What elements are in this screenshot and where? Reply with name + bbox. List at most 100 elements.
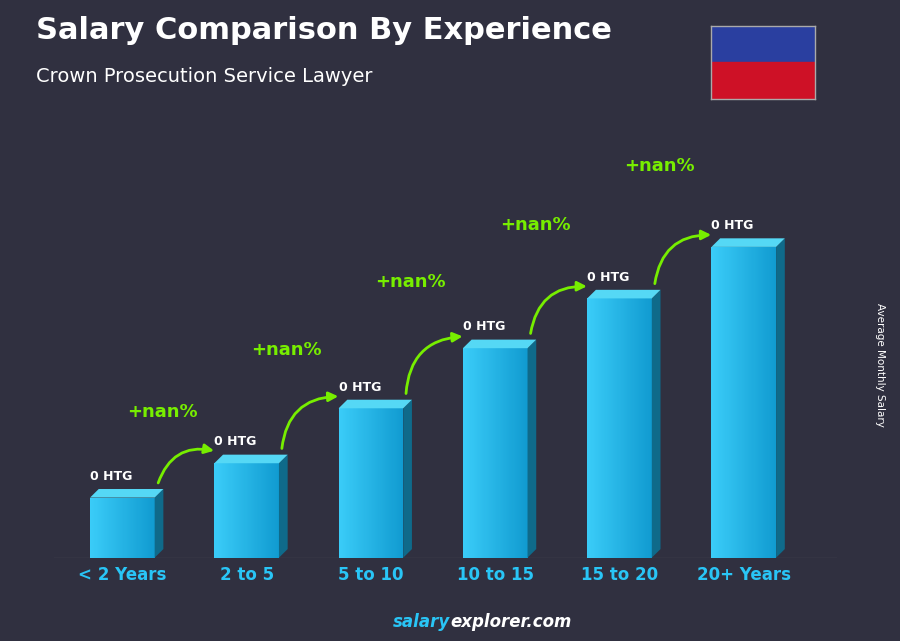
Bar (270, 463, 272, 558)
Bar (232, 463, 234, 558)
Bar (262, 463, 263, 558)
Bar (480, 348, 482, 558)
Bar (627, 299, 628, 558)
Text: 0 HTG: 0 HTG (463, 320, 505, 333)
Bar (512, 348, 514, 558)
Bar (242, 463, 244, 558)
Bar (254, 463, 256, 558)
Text: +nan%: +nan% (375, 273, 446, 291)
Bar (220, 463, 221, 558)
Bar (733, 247, 734, 558)
Bar (133, 497, 134, 558)
Text: +nan%: +nan% (500, 216, 571, 234)
Bar (139, 497, 140, 558)
Bar (616, 299, 617, 558)
Bar (277, 463, 278, 558)
Bar (600, 299, 601, 558)
Bar (338, 408, 340, 558)
Bar (354, 408, 355, 558)
Bar (374, 408, 375, 558)
Bar (397, 408, 398, 558)
Polygon shape (776, 238, 785, 558)
Bar (105, 497, 106, 558)
Bar (606, 299, 607, 558)
Text: 0 HTG: 0 HTG (587, 271, 630, 283)
Bar (612, 299, 613, 558)
Bar (731, 247, 733, 558)
Bar (399, 408, 400, 558)
Bar (248, 463, 250, 558)
Bar (372, 408, 374, 558)
Bar (111, 497, 112, 558)
Bar (737, 247, 739, 558)
Bar (763, 247, 764, 558)
Bar (519, 348, 520, 558)
Polygon shape (712, 238, 785, 247)
Bar (146, 497, 148, 558)
Bar (484, 348, 486, 558)
Bar (150, 497, 152, 558)
Bar (243, 463, 245, 558)
Bar (507, 348, 508, 558)
Bar (493, 348, 494, 558)
Bar (143, 497, 144, 558)
Bar (241, 463, 243, 558)
Bar (619, 299, 621, 558)
Bar (631, 299, 633, 558)
Bar (730, 247, 731, 558)
Bar (226, 463, 228, 558)
Bar (104, 497, 105, 558)
Bar (736, 247, 738, 558)
Bar (503, 348, 504, 558)
Bar (630, 299, 632, 558)
Bar (722, 247, 724, 558)
Bar (345, 408, 346, 558)
Bar (717, 247, 718, 558)
Bar (247, 463, 248, 558)
Bar (352, 408, 353, 558)
Bar (370, 408, 371, 558)
Bar (757, 247, 758, 558)
Bar (274, 463, 276, 558)
Bar (769, 247, 770, 558)
Bar (130, 497, 131, 558)
Bar (647, 299, 649, 558)
Bar (608, 299, 609, 558)
Bar (239, 463, 240, 558)
Bar (248, 463, 249, 558)
Bar (127, 497, 128, 558)
Text: +nan%: +nan% (624, 157, 695, 175)
Bar (140, 497, 141, 558)
Bar (646, 299, 648, 558)
Bar (275, 463, 277, 558)
Bar (505, 348, 506, 558)
Bar (393, 408, 395, 558)
Bar (379, 408, 380, 558)
Bar (368, 408, 369, 558)
Bar (602, 299, 604, 558)
Text: 0 HTG: 0 HTG (214, 435, 256, 449)
Bar (515, 348, 516, 558)
Text: Average Monthly Salary: Average Monthly Salary (875, 303, 886, 428)
Bar (394, 408, 396, 558)
Polygon shape (90, 489, 164, 497)
Bar (116, 497, 117, 558)
Bar (741, 247, 742, 558)
Bar (471, 348, 472, 558)
Bar (101, 497, 102, 558)
Bar (613, 299, 615, 558)
Bar (128, 497, 129, 558)
Bar (265, 463, 266, 558)
Bar (121, 497, 122, 558)
Bar (217, 463, 218, 558)
Bar (742, 247, 744, 558)
Bar (611, 299, 612, 558)
Bar (721, 247, 723, 558)
Bar (377, 408, 379, 558)
Bar (151, 497, 153, 558)
Bar (603, 299, 605, 558)
Bar (735, 247, 736, 558)
Bar (257, 463, 258, 558)
Bar (729, 247, 730, 558)
Bar (149, 497, 150, 558)
